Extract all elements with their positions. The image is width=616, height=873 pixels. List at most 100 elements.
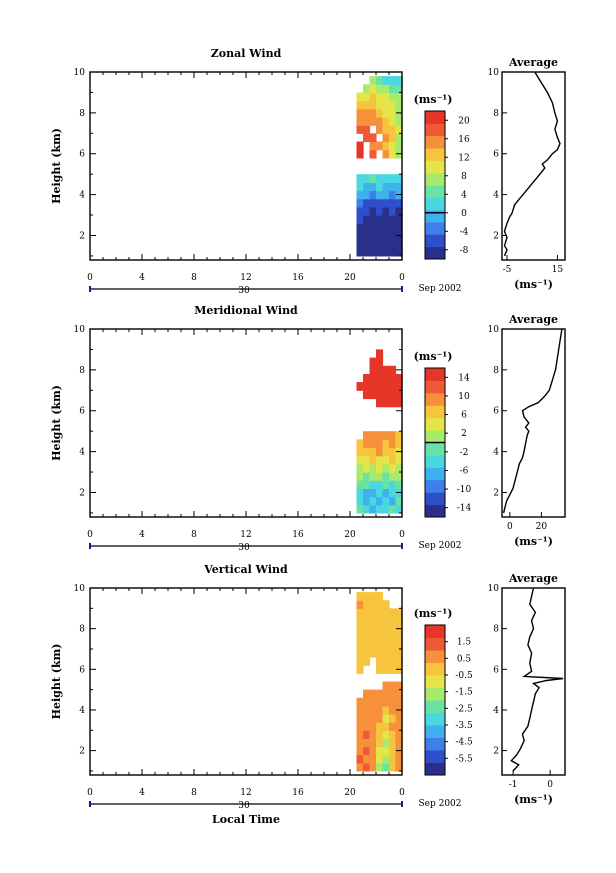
y-tick-label: 8: [79, 109, 85, 119]
heatmap-cell: [356, 746, 364, 756]
heatmap-cell: [376, 223, 384, 232]
heatmap-cell: [363, 125, 371, 134]
heatmap-cell: [376, 390, 384, 400]
heatmap-cell: [382, 198, 390, 208]
heatmap-cell: [389, 689, 397, 699]
heatmap-cell: [382, 125, 390, 134]
colorbar-segment: [425, 725, 445, 738]
heatmap-cell: [389, 365, 397, 375]
heatmap-cell: [382, 247, 390, 257]
heatmap-cell: [395, 762, 403, 772]
heatmap-cell: [376, 349, 384, 359]
heatmap-cell: [363, 382, 371, 391]
colorbar-segment: [425, 637, 445, 651]
heatmap-cell: [356, 714, 364, 723]
heatmap-cell: [382, 149, 390, 159]
heatmap-cell: [376, 722, 384, 731]
heatmap-cell: [382, 133, 390, 143]
heatmap-cell: [389, 198, 397, 208]
heatmap-cell: [369, 762, 377, 772]
heatmap-cell: [389, 117, 397, 126]
heatmap-cell: [363, 592, 371, 601]
heatmap-cell: [376, 198, 384, 208]
heatmap-cell: [363, 496, 371, 506]
y-tick-label: 4: [79, 706, 85, 716]
y-tick-label: 2: [79, 747, 85, 757]
heatmap-cell: [382, 117, 390, 126]
heatmap-cell: [382, 215, 390, 224]
heatmap-cell: [395, 76, 403, 85]
colorbar-segment: [425, 712, 445, 726]
heatmap-cell: [382, 223, 390, 232]
heatmap-cell: [389, 705, 397, 715]
heatmap-cell: [369, 223, 377, 232]
heatmap-cell: [382, 640, 390, 650]
heatmap-cell: [376, 616, 384, 626]
heatmap-cell: [356, 592, 364, 601]
heatmap-cell: [356, 640, 364, 650]
heatmap-cell: [363, 374, 371, 383]
day-label: 30: [238, 801, 250, 811]
profile-line: [503, 71, 561, 257]
heatmap-cell: [356, 198, 364, 208]
heatmap-cell: [382, 762, 390, 772]
heatmap-cell: [395, 182, 403, 192]
heatmap-cell: [382, 76, 390, 85]
heatmap-cell: [382, 141, 390, 151]
colorbar-segment: [425, 234, 445, 248]
heatmap-cell: [389, 722, 397, 731]
heatmap-cell: [376, 463, 384, 473]
heatmap-cell: [369, 108, 377, 118]
heatmap-cell: [356, 382, 364, 391]
heatmap-cell: [376, 649, 384, 658]
profile-y-tick-label: 8: [493, 109, 499, 119]
day-label: 30: [238, 286, 250, 296]
heatmap-cell: [382, 746, 390, 756]
heatmap-cell: [395, 100, 403, 110]
colorbar-segment: [425, 209, 445, 223]
heatmap-cell: [369, 480, 377, 489]
heatmap-cell: [389, 762, 397, 772]
heatmap-cell: [382, 600, 390, 609]
heatmap-cell: [363, 762, 371, 772]
heatmap-cell: [376, 84, 384, 94]
heatmap-cell: [356, 239, 364, 249]
heatmap-cell: [356, 480, 364, 489]
heatmap-cell: [382, 504, 390, 514]
heatmap-cell: [376, 182, 384, 192]
heatmap-cell: [363, 198, 371, 208]
colorbar-tick-label: -10: [457, 485, 472, 495]
heatmap-cell: [382, 714, 390, 723]
heatmap-cell: [356, 215, 364, 224]
heatmap-cell: [376, 689, 384, 699]
heatmap-cell: [369, 231, 377, 241]
colorbar-segment: [425, 750, 445, 763]
heatmap-cell: [395, 206, 403, 216]
colorbar-segment: [425, 148, 445, 161]
colorbar-segment: [425, 222, 445, 235]
heatmap-cell: [363, 231, 371, 241]
heatmap-cell: [395, 382, 403, 391]
y-tick-label: 10: [74, 325, 86, 335]
heatmap-cell: [382, 616, 390, 626]
heatmap-cell: [382, 374, 390, 383]
heatmap-cell: [389, 174, 397, 183]
heatmap-cell: [395, 215, 403, 224]
profile-x-tick-label: 0: [507, 522, 513, 532]
heatmap-cell: [356, 125, 364, 134]
heatmap-cell: [363, 182, 371, 192]
heatmap-cell: [376, 738, 384, 748]
heatmap-cell: [356, 632, 364, 642]
heatmap-cell: [376, 657, 384, 666]
date-label: Sep 2002: [418, 541, 461, 551]
y-tick-label: 10: [74, 68, 86, 78]
heatmap-cell: [376, 504, 384, 514]
heatmap-cell: [382, 431, 390, 440]
colorbar-tick-label: -3.5: [455, 721, 473, 731]
heatmap-cell: [389, 640, 397, 650]
heatmap-cell: [389, 714, 397, 723]
heatmap-cell: [382, 439, 390, 449]
colorbar-tick-label: -4.5: [455, 738, 473, 748]
heatmap-cell: [363, 472, 371, 481]
